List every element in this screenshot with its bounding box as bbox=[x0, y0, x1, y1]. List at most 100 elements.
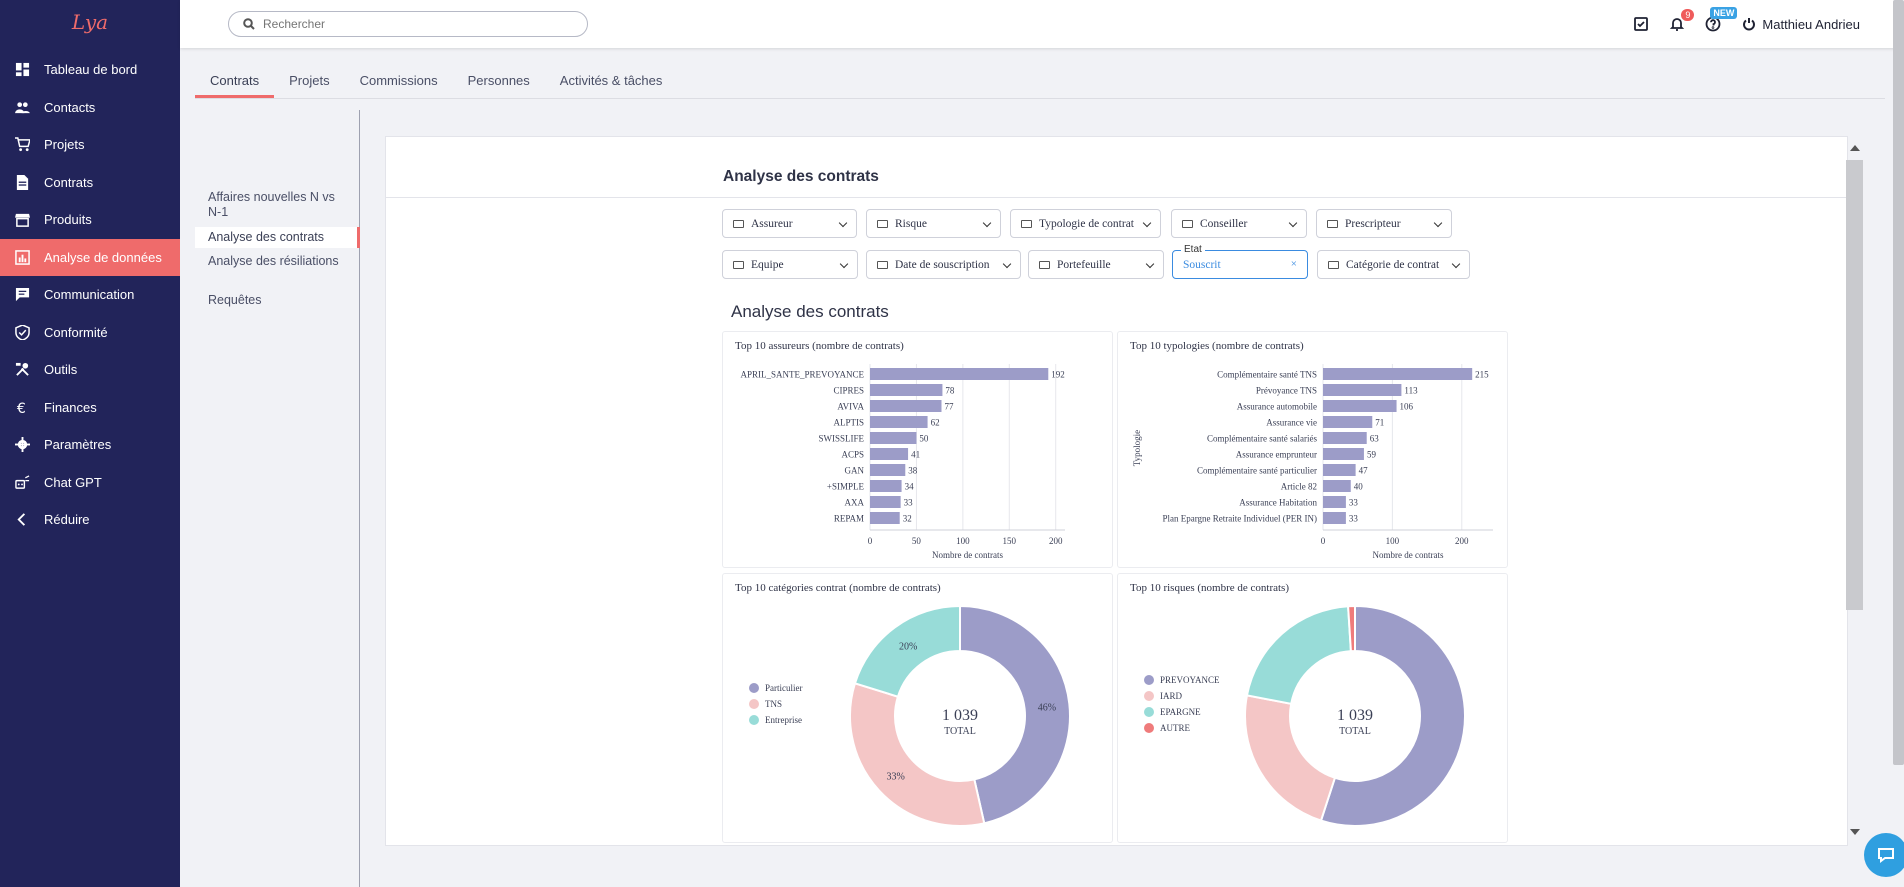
page-scrollbar[interactable] bbox=[1893, 0, 1904, 765]
subnav-item-1[interactable]: Analyse des contrats bbox=[195, 227, 360, 248]
search-icon bbox=[243, 18, 255, 30]
bar bbox=[1323, 368, 1473, 380]
bar bbox=[1323, 384, 1402, 396]
clear-icon[interactable]: × bbox=[1290, 258, 1297, 270]
data-label: 78 bbox=[945, 386, 955, 396]
x-tick-label: 100 bbox=[956, 536, 970, 546]
subnav-item-0[interactable]: Affaires nouvelles N vs N-1 bbox=[208, 190, 335, 219]
notifications-button[interactable]: 9 bbox=[1666, 9, 1695, 35]
subnav-item-2[interactable]: Analyse des résiliations bbox=[208, 254, 339, 268]
help-button[interactable]: NEW bbox=[1702, 7, 1738, 35]
user-menu[interactable]: Matthieu Andrieu bbox=[1742, 17, 1860, 32]
tools-icon bbox=[14, 362, 30, 378]
filter-3[interactable]: Conseiller bbox=[1171, 209, 1307, 238]
y-tick-label: REPAM bbox=[834, 514, 864, 524]
panel-scroll-thumb[interactable] bbox=[1846, 160, 1863, 610]
legend-label: AUTRE bbox=[1160, 723, 1190, 733]
shield-check-icon bbox=[14, 324, 30, 340]
sidebar-item-gear[interactable]: Paramètres bbox=[0, 426, 180, 464]
sidebar-item-chevron-left[interactable]: Réduire bbox=[0, 501, 180, 539]
sidebar-item-label: Analyse de données bbox=[44, 249, 162, 265]
filter-label: Etat bbox=[1181, 244, 1205, 255]
filter-row2-2[interactable]: Portefeuille bbox=[1028, 250, 1164, 279]
euro-icon: € bbox=[14, 399, 30, 415]
sub-navigation: Affaires nouvelles N vs N-1 Analyse des c… bbox=[195, 110, 360, 887]
search-input[interactable] bbox=[263, 17, 563, 31]
tab-3[interactable]: Personnes bbox=[467, 73, 530, 88]
y-tick-label: AVIVA bbox=[837, 402, 864, 412]
sidebar-item-robot[interactable]: Chat GPT bbox=[0, 464, 180, 502]
chevron-down-icon bbox=[1451, 259, 1461, 269]
chat-button[interactable] bbox=[1864, 833, 1904, 877]
chevron-left-icon bbox=[14, 512, 30, 528]
page-title: Analyse des contrats bbox=[723, 168, 879, 185]
data-label: 215 bbox=[1475, 370, 1489, 380]
tab-0[interactable]: Contrats bbox=[195, 70, 275, 98]
y-tick-label: Assurance vie bbox=[1266, 418, 1317, 428]
sidebar-item-people[interactable]: Contacts bbox=[0, 89, 180, 127]
chart-card-categories: Top 10 catégories contrat (nombre de con… bbox=[722, 573, 1113, 843]
sidebar-item-tools[interactable]: Outils bbox=[0, 351, 180, 389]
bar bbox=[870, 512, 900, 524]
tab-1[interactable]: Projets bbox=[289, 73, 330, 88]
chart-title: Top 10 risques (nombre de contrats) bbox=[1130, 582, 1289, 594]
filter-label: Conseiller bbox=[1200, 217, 1248, 230]
filter-1[interactable]: Risque bbox=[866, 209, 1001, 238]
sidebar-item-label: Contrats bbox=[44, 174, 94, 190]
filter-etat[interactable]: Etat Souscrit × bbox=[1172, 244, 1308, 279]
scroll-down-arrow[interactable] bbox=[1850, 829, 1860, 835]
sidebar-item-label: Communication bbox=[44, 287, 135, 303]
tab-2[interactable]: Commissions bbox=[359, 73, 438, 88]
chart-categories: 46% 33% 20% 1 039 TOTAL Particulier TNS Entrepr… bbox=[749, 604, 1071, 827]
scroll-up-arrow[interactable] bbox=[1850, 145, 1860, 151]
y-tick-label: APRIL_SANTE_PREVOYANCE bbox=[740, 370, 864, 380]
filter-label: Equipe bbox=[751, 258, 784, 271]
tab-4[interactable]: Activités & tâches bbox=[559, 73, 663, 88]
data-label: 106 bbox=[1400, 402, 1414, 412]
sidebar-item-store[interactable]: Produits bbox=[0, 201, 180, 239]
app-logo[interactable]: Lya bbox=[0, 0, 180, 44]
donut-total-label: TOTAL bbox=[1339, 726, 1371, 737]
sidebar-item-message[interactable]: Communication bbox=[0, 276, 180, 314]
sidebar-item-cart[interactable]: Projets bbox=[0, 126, 180, 164]
chart-title: Top 10 catégories contrat (nombre de con… bbox=[735, 582, 941, 594]
data-label: 33 bbox=[1349, 514, 1359, 524]
y-tick-label: Assurance Habitation bbox=[1239, 498, 1317, 508]
sidebar-item-label: Conformité bbox=[44, 324, 108, 340]
filter-4[interactable]: Prescripteur bbox=[1316, 209, 1452, 238]
robot-icon bbox=[14, 474, 30, 490]
bar bbox=[1323, 480, 1351, 492]
tag-icon bbox=[877, 260, 888, 269]
svg-text:€: € bbox=[16, 401, 25, 415]
sidebar-item-dashboard[interactable]: Tableau de bord bbox=[0, 51, 180, 89]
bar bbox=[870, 384, 943, 396]
sidebar-item-euro[interactable]: € Finances bbox=[0, 389, 180, 427]
filter-row2-1[interactable]: Date de souscription bbox=[866, 250, 1021, 279]
legend-label: TNS bbox=[765, 699, 782, 709]
chart-card-risques: Top 10 risques (nombre de contrats) 1 03… bbox=[1117, 573, 1508, 843]
legend-label: Particulier bbox=[765, 683, 803, 693]
donut-slice bbox=[1347, 604, 1356, 653]
legend-swatch bbox=[749, 715, 759, 725]
tab-divider bbox=[195, 98, 1885, 99]
filter-2[interactable]: Typologie de contrat bbox=[1010, 209, 1161, 238]
y-tick-label: Assurance automobile bbox=[1237, 402, 1317, 412]
chart-typologies: 0 100 200 Complémentaire santé TNS 215 Prévoy… bbox=[1132, 364, 1493, 560]
y-tick-label: AXA bbox=[845, 498, 865, 508]
search-box[interactable] bbox=[228, 11, 588, 37]
filter-row2-0[interactable]: Equipe bbox=[722, 250, 858, 279]
subnav-item-3[interactable]: Requêtes bbox=[208, 293, 262, 307]
x-tick-label: 0 bbox=[1321, 536, 1326, 546]
data-label: 41 bbox=[911, 450, 920, 460]
tab-bar: Contrats Projets Commissions Personnes Activ… bbox=[195, 70, 677, 98]
sidebar-item-chart[interactable]: Analyse de données bbox=[0, 238, 180, 276]
filter-categorie[interactable]: Catégorie de contrat bbox=[1317, 250, 1470, 279]
y-tick-label: Complémentaire santé TNS bbox=[1217, 370, 1317, 380]
y-tick-label: Plan Epargne Retraite Individuel (PER IN… bbox=[1162, 514, 1317, 524]
sidebar-item-label: Réduire bbox=[44, 512, 90, 528]
sidebar-item-shield-check[interactable]: Conformité bbox=[0, 314, 180, 352]
filter-0[interactable]: Assureur bbox=[722, 209, 857, 238]
sidebar-item-document[interactable]: Contrats bbox=[0, 164, 180, 202]
y-tick-label: Assurance emprunteur bbox=[1236, 450, 1317, 460]
tasks-button[interactable] bbox=[1630, 13, 1652, 35]
